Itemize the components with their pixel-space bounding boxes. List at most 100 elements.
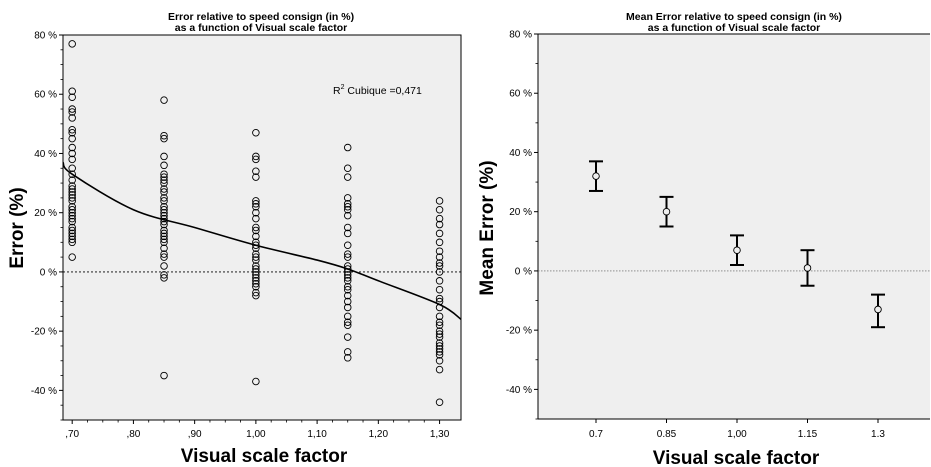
chart2-y-tick-label: 60 % <box>509 89 532 100</box>
data-point <box>435 330 444 338</box>
data-point <box>68 164 76 173</box>
data-point <box>435 197 444 205</box>
data-point <box>343 194 352 202</box>
data-point <box>343 285 352 294</box>
mean-point <box>803 264 812 272</box>
data-point <box>435 294 444 303</box>
data-point <box>68 232 76 241</box>
chart2-x-tick-label: 0.7 <box>589 429 603 440</box>
data-point <box>252 265 260 273</box>
data-point <box>435 398 444 406</box>
chart2-x-tick-label: 1.3 <box>871 429 885 440</box>
chart2-plot-area <box>538 34 930 419</box>
data-point <box>252 203 260 211</box>
data-point <box>160 229 168 238</box>
data-point <box>68 149 76 158</box>
chart2-y-tick-label: 40 % <box>509 148 532 159</box>
chart1-title-line1: Error relative to speed consign (in %) <box>168 11 354 23</box>
data-point <box>252 238 260 247</box>
data-point <box>343 297 352 306</box>
data-point <box>160 274 168 282</box>
chart1-x-axis-label: Visual scale factor <box>181 446 348 467</box>
data-point <box>252 214 260 223</box>
data-point <box>435 268 444 276</box>
data-point <box>343 321 352 329</box>
data-point <box>160 214 168 223</box>
data-point <box>68 191 76 199</box>
chart1-title-line2: as a function of Visual scale factor <box>175 22 348 34</box>
chart2-y-axis: -40 % -20 % 0 % 20 % 40 % 60 % 80 % <box>506 30 538 420</box>
chart1-y-tick-label: 80 % <box>34 31 57 42</box>
data-point <box>160 203 168 211</box>
data-point <box>68 176 76 184</box>
data-point <box>68 87 76 96</box>
data-point <box>435 220 444 229</box>
data-point <box>68 188 76 196</box>
chart2-title-line1: Mean Error relative to speed consign (in… <box>626 11 842 23</box>
errorbar-chart: Mean Error relative to speed consign (in… <box>477 11 930 467</box>
data-point <box>435 357 444 365</box>
r-squared-sup: 2 <box>341 84 345 91</box>
data-point <box>68 253 76 261</box>
data-point <box>160 253 168 261</box>
data-point <box>435 277 444 285</box>
data-point <box>252 282 260 291</box>
data-point <box>252 200 260 208</box>
data-point <box>68 226 76 235</box>
data-point <box>68 223 76 232</box>
data-point <box>160 232 168 241</box>
data-point <box>343 223 352 232</box>
data-point <box>343 250 352 258</box>
data-point <box>435 253 444 261</box>
data-point <box>68 208 76 217</box>
data-point <box>252 250 260 258</box>
data-point <box>435 321 444 329</box>
data-point <box>252 208 260 217</box>
data-point <box>68 197 76 205</box>
r-squared-annotation: R2 Cubique =0,471 <box>333 84 422 97</box>
data-point <box>343 205 352 214</box>
data-point <box>160 161 168 170</box>
data-point <box>160 238 168 247</box>
chart1-y-tick-label: 40 % <box>34 149 57 160</box>
data-point <box>435 312 444 321</box>
data-point <box>160 185 168 193</box>
data-point <box>68 134 76 143</box>
data-point <box>343 354 352 362</box>
chart2-x-axis-label: Visual scale factor <box>653 448 820 467</box>
data-point <box>343 173 352 181</box>
data-point <box>435 345 444 353</box>
data-point <box>252 377 260 386</box>
data-point <box>252 167 260 175</box>
data-point <box>160 134 168 143</box>
chart1-y-axis-label: Error (%) <box>7 187 28 268</box>
data-point <box>160 217 168 226</box>
data-point <box>343 164 352 173</box>
data-point <box>252 280 260 288</box>
data-point <box>343 203 352 211</box>
data-point <box>160 244 168 252</box>
data-point <box>68 205 76 214</box>
data-point <box>435 205 444 214</box>
chart1-plot-area <box>62 34 462 421</box>
r-squared-value: Cubique =0,471 <box>345 85 423 97</box>
data-point <box>160 235 168 244</box>
chart2-y-tick-label: -40 % <box>506 385 532 396</box>
data-point <box>68 108 76 116</box>
data-point <box>343 312 352 321</box>
data-point <box>160 226 168 235</box>
data-point <box>68 211 76 220</box>
data-point <box>435 303 444 312</box>
data-point <box>252 271 260 279</box>
data-point <box>343 333 352 341</box>
chart1-y-tick-label: -20 % <box>31 327 57 338</box>
data-point <box>160 371 168 380</box>
data-point <box>160 179 168 187</box>
data-point <box>343 229 352 238</box>
chart1-x-axis: ,70 ,80 ,90 1,00 1,10 1,20 1,30 <box>65 420 450 440</box>
data-point <box>343 282 352 291</box>
data-point <box>343 271 352 279</box>
chart1-y-tick-label: 60 % <box>34 90 57 101</box>
chart2-y-tick-label: -20 % <box>506 326 532 337</box>
data-point <box>252 244 260 252</box>
